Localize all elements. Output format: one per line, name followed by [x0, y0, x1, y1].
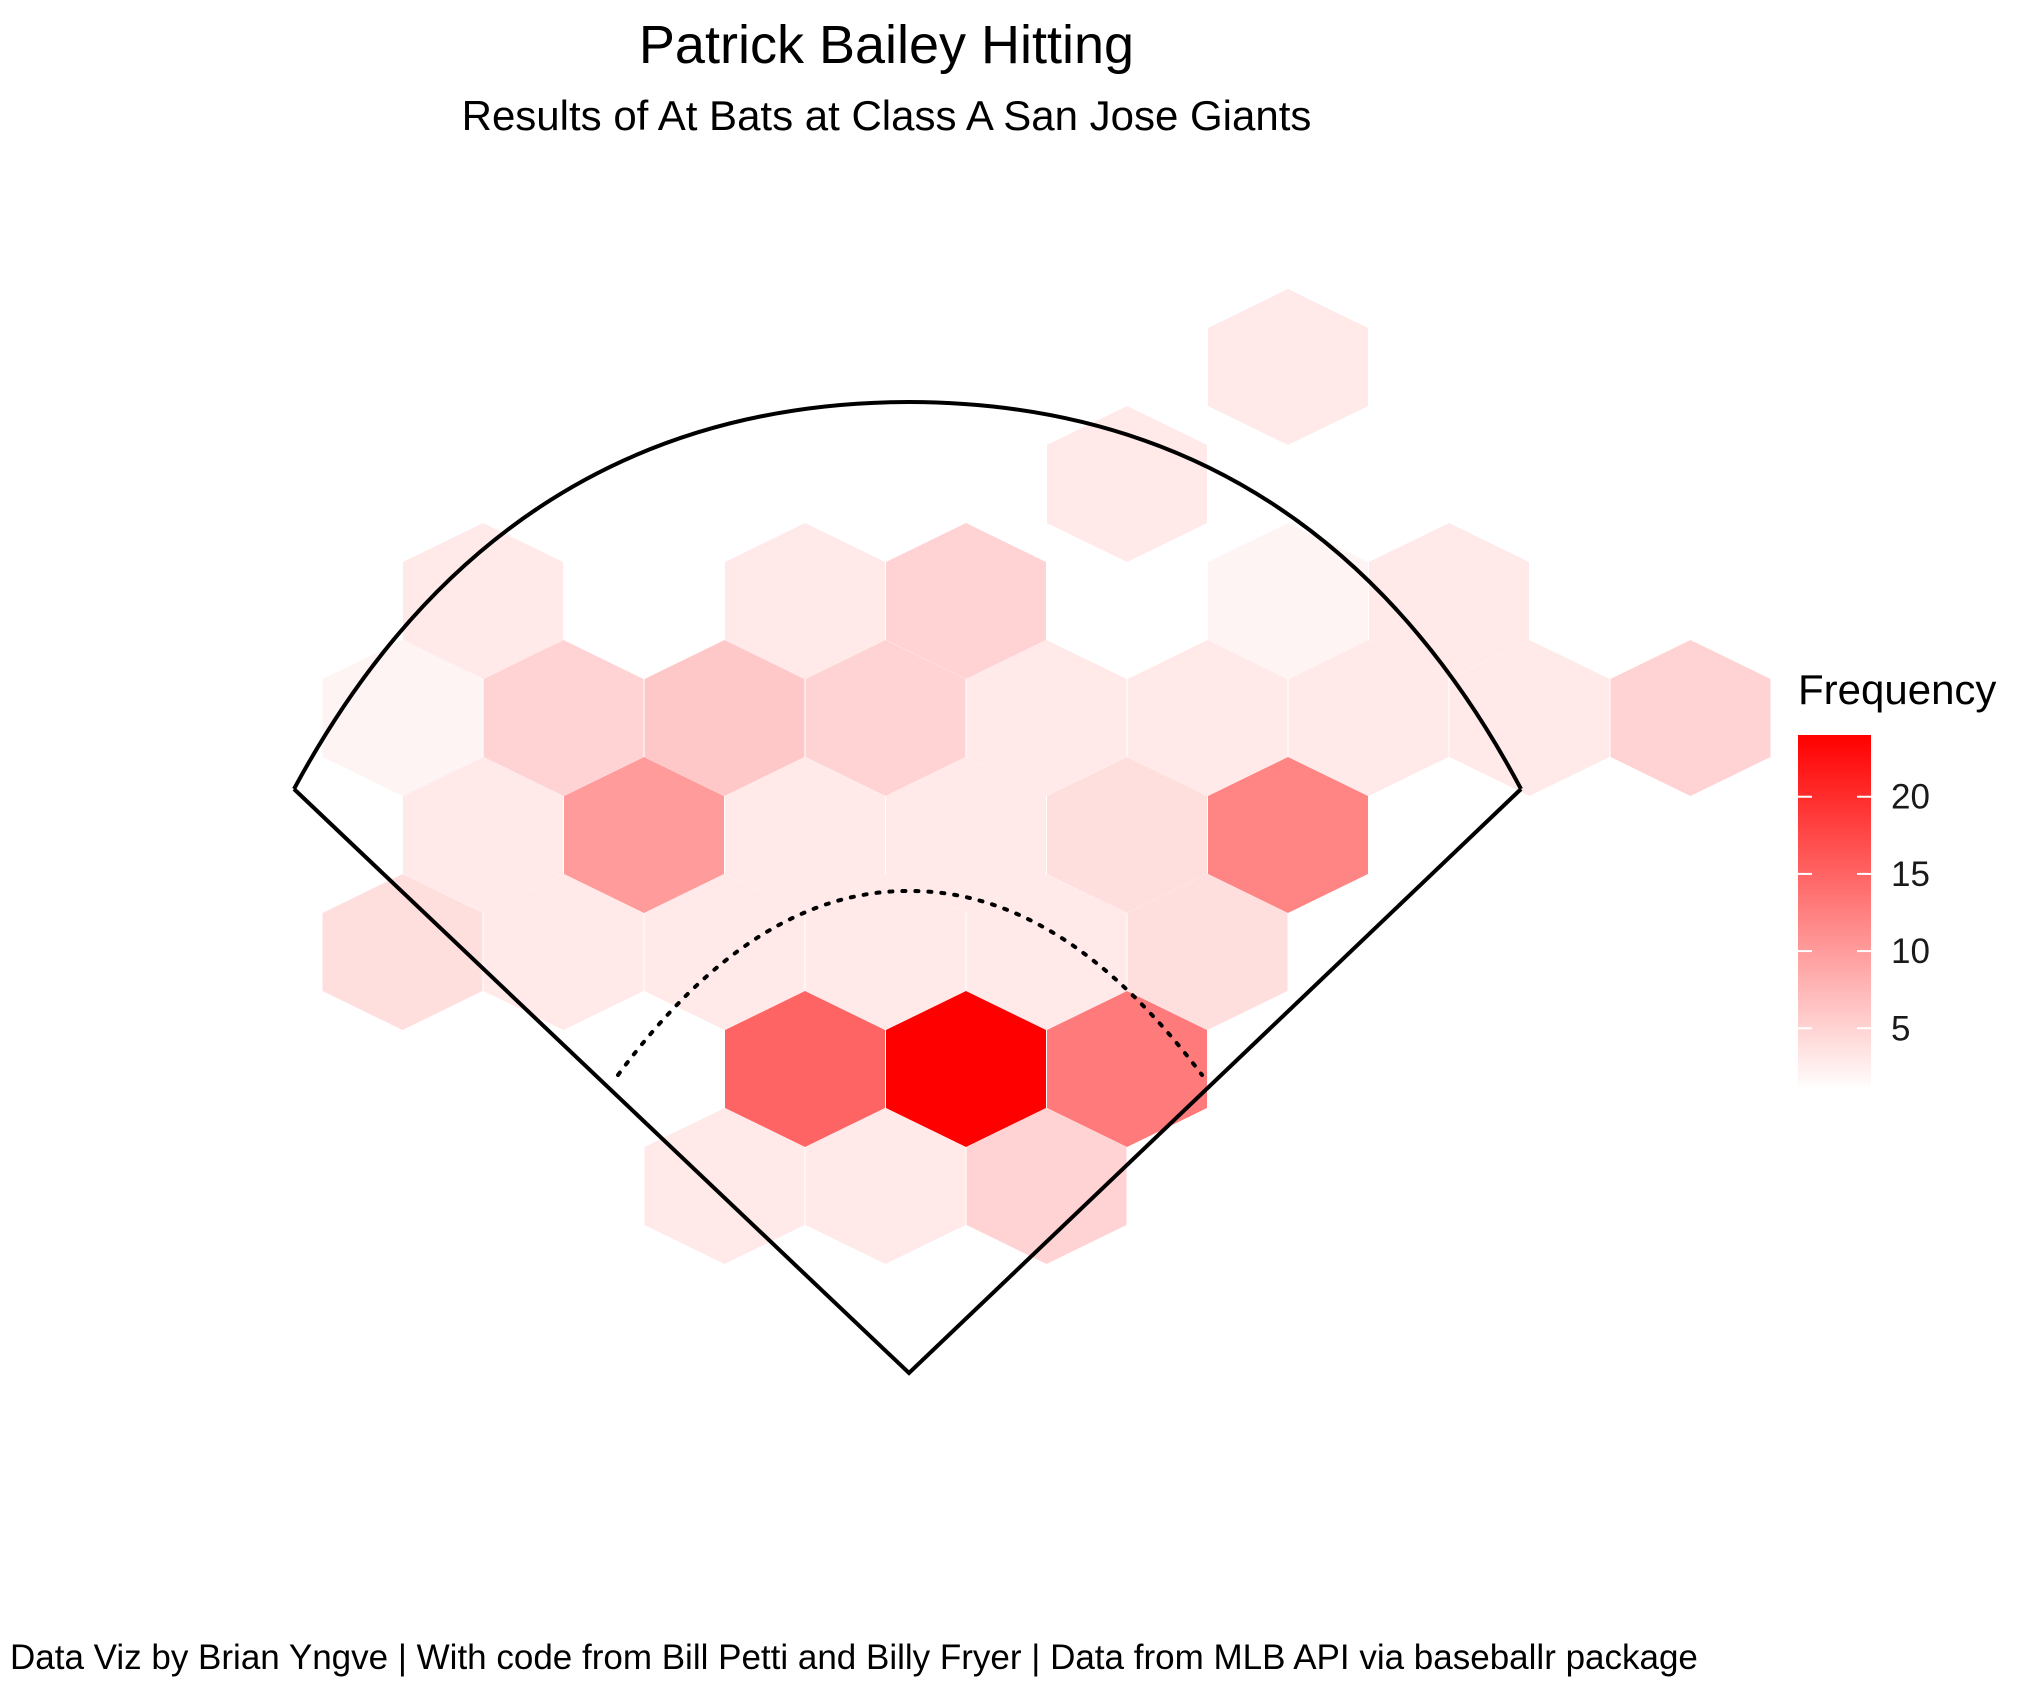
field-outline — [292, 399, 1523, 1376]
hexbin-cell — [886, 523, 1046, 679]
chart-title: Patrick Bailey Hitting — [638, 15, 1135, 75]
hexbin-cell — [1288, 640, 1449, 796]
hexbin-cell — [805, 874, 966, 1030]
hexbin-cell — [966, 874, 1127, 1030]
legend-tick-label: 10 — [1891, 932, 1930, 971]
outfield-wall-arc — [292, 399, 1523, 790]
hexbin-cell — [1047, 406, 1207, 562]
legend-tick-label: 20 — [1891, 778, 1930, 817]
hexbin-cell — [805, 640, 966, 796]
hexbin-cell — [1449, 640, 1610, 796]
hexbin-cell — [1208, 289, 1368, 445]
hexbin-cell — [886, 991, 1046, 1147]
legend-tick-label: 15 — [1891, 855, 1930, 894]
hexbin-cell — [1610, 640, 1771, 796]
hexbin-cell — [805, 1108, 966, 1264]
hexbin-cell — [1127, 640, 1288, 796]
hexbin-cell — [1208, 757, 1368, 913]
legend-colorbar — [1798, 735, 1871, 1090]
hexbin-cell — [886, 757, 1046, 913]
hexbin-cell — [1369, 523, 1529, 679]
hexbin-cell — [483, 640, 644, 796]
foul-lines — [292, 787, 1523, 1376]
hexbin-cell — [564, 757, 724, 913]
hexbin-cell — [1288, 874, 1449, 1030]
chart-caption: Data Viz by Brian Yngve | With code from… — [10, 1638, 1698, 1677]
hexbin-cell — [966, 640, 1127, 796]
hexbin-cell — [1127, 874, 1288, 1030]
hexbin-cell — [725, 523, 885, 679]
hexbin-cell — [725, 757, 885, 913]
hexbin-cell — [1047, 757, 1207, 913]
hexbin-cell — [1208, 523, 1368, 679]
hexbin-cell — [1047, 991, 1207, 1147]
hexbin-cell — [644, 640, 805, 796]
hexbin-cell — [403, 757, 563, 913]
legend-title: Frequency — [1798, 666, 1997, 713]
hexbin-layer — [322, 289, 1771, 1264]
infield-arc — [616, 888, 1204, 1077]
legend-tick-label: 5 — [1891, 1009, 1910, 1048]
hexbin-cell — [725, 991, 885, 1147]
chart-subtitle: Results of At Bats at Class A San Jose G… — [461, 92, 1312, 139]
hexbin-cell — [483, 874, 644, 1030]
hexbin-cell — [322, 874, 483, 1030]
legend: 5 10 15 20 — [1798, 735, 1930, 1090]
hexbin-cell — [966, 1108, 1127, 1264]
hexbin-cell — [644, 874, 805, 1030]
hexbin-cell — [644, 1108, 805, 1264]
hexbin-cell — [403, 523, 563, 679]
